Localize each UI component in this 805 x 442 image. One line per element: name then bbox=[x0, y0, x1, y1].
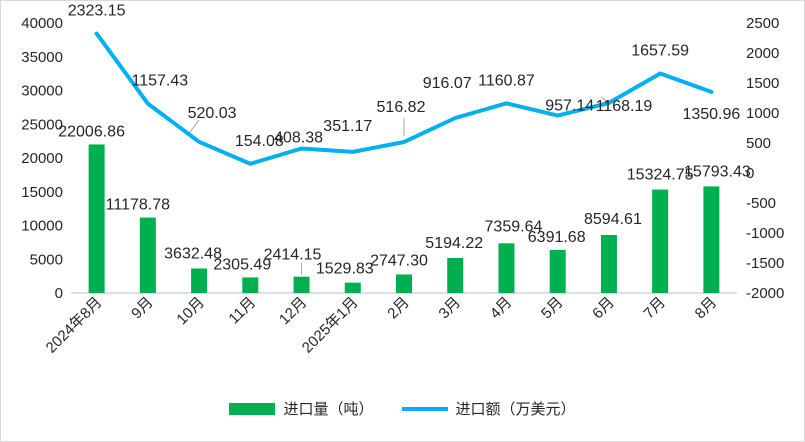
bar-data-label: 6391.68 bbox=[528, 229, 586, 246]
bar bbox=[139, 217, 156, 293]
legend-label-bar: 进口量（吨） bbox=[283, 400, 374, 418]
y-left-tick-label: 25000 bbox=[21, 116, 63, 133]
bar-data-label: 2414.15 bbox=[264, 247, 322, 264]
bar bbox=[652, 189, 669, 293]
y-right-tick-label: -500 bbox=[746, 195, 776, 212]
y-right-tick-label: 0 bbox=[746, 165, 754, 182]
legend-swatch-bar bbox=[229, 402, 276, 415]
line-data-label: 154.08 bbox=[235, 133, 284, 150]
bar-data-label: 2747.30 bbox=[370, 252, 428, 269]
bar bbox=[344, 282, 361, 293]
bar-data-labels: 22006.86 11178.78 3632.482305.492414.15152… bbox=[58, 123, 751, 277]
legend: 进口量（吨） 进口额（万美元） bbox=[0, 398, 805, 419]
y-right-tick-label: -1500 bbox=[746, 255, 784, 272]
line-data-label: 408.38 bbox=[274, 129, 323, 146]
line-data-label: 1160.87 bbox=[478, 72, 535, 89]
bar bbox=[447, 257, 464, 293]
right-axis: -2000 -1500 -1000 -500 0 500 1000 1500 2000 2500 bbox=[746, 15, 784, 302]
line-data-label: 1350.96 bbox=[682, 106, 740, 123]
line-data-label: 957.14 bbox=[545, 98, 594, 115]
line-series bbox=[94, 31, 714, 166]
y-left-tick-label: 10000 bbox=[21, 218, 63, 235]
line-data-label: 351.17 bbox=[323, 118, 372, 135]
bar bbox=[293, 276, 310, 293]
bar bbox=[600, 234, 617, 293]
line-data-label: 1157.43 bbox=[132, 73, 189, 90]
bar-data-label: 7359.64 bbox=[485, 218, 543, 235]
bar bbox=[242, 277, 259, 293]
bar bbox=[703, 186, 720, 293]
bar bbox=[549, 249, 566, 293]
y-right-tick-label: -1000 bbox=[746, 225, 784, 242]
bar-data-label: 5194.22 bbox=[425, 235, 483, 252]
y-right-tick-label: 1500 bbox=[746, 75, 779, 92]
left-axis: 0 5000 10000 15000 20000 25000 30000 35000 40000 bbox=[21, 15, 63, 302]
line-data-label: 1657.59 bbox=[631, 43, 689, 60]
bar-data-label: 8594.61 bbox=[584, 211, 642, 228]
y-right-tick-label: -2000 bbox=[746, 285, 784, 302]
y-left-tick-label: 15000 bbox=[21, 184, 63, 201]
bar-data-label: 2305.49 bbox=[213, 256, 271, 273]
line-data-label: 520.03 bbox=[188, 105, 237, 122]
bar bbox=[191, 268, 208, 293]
bar bbox=[498, 243, 515, 293]
bar bbox=[88, 144, 105, 293]
legend-item-line: 进口额（万美元） bbox=[401, 398, 576, 419]
y-left-tick-label: 20000 bbox=[21, 150, 63, 167]
y-left-tick-label: 35000 bbox=[21, 49, 63, 66]
line-data-label: 1168.19 bbox=[596, 98, 653, 115]
legend-item-bar: 进口量（吨） bbox=[229, 398, 374, 419]
legend-label-line: 进口额（万美元） bbox=[455, 400, 576, 418]
bar-series bbox=[88, 144, 720, 293]
y-right-tick-label: 1000 bbox=[746, 105, 779, 122]
bar-data-label: 15793.43 bbox=[684, 163, 751, 180]
legend-swatch-line bbox=[401, 406, 448, 411]
y-left-tick-label: 5000 bbox=[30, 251, 63, 268]
y-left-tick-label: 40000 bbox=[21, 15, 63, 32]
y-right-tick-label: 500 bbox=[746, 135, 771, 152]
line-data-label: 2323.15 bbox=[68, 3, 126, 20]
bar-data-label: 22006.86 bbox=[58, 123, 125, 140]
line-data-label: 516.82 bbox=[377, 99, 426, 116]
y-left-tick-label: 0 bbox=[55, 285, 63, 302]
bar-data-label: 11178.78 bbox=[106, 197, 170, 214]
bar-data-label: 3632.48 bbox=[164, 245, 222, 262]
series-line bbox=[94, 31, 714, 166]
y-left-tick-label: 30000 bbox=[21, 83, 63, 100]
y-right-tick-label: 2000 bbox=[746, 45, 779, 62]
bar bbox=[396, 274, 412, 293]
y-right-tick-label: 2500 bbox=[746, 15, 779, 32]
line-data-label: 916.07 bbox=[423, 75, 472, 92]
bar-data-label: 15324.75 bbox=[627, 167, 694, 184]
bar-data-label: 1529.83 bbox=[316, 261, 374, 278]
